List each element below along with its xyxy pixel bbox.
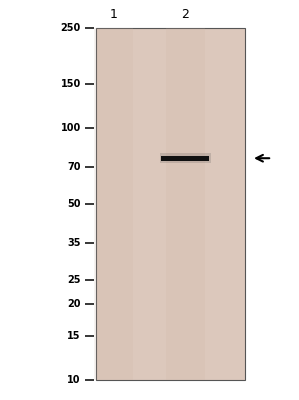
Bar [96, 28, 245, 380]
Text: 35: 35 [67, 238, 81, 248]
Text: 250: 250 [60, 23, 81, 33]
Text: 25: 25 [67, 275, 81, 285]
Text: 10: 10 [67, 375, 81, 385]
Text: 50: 50 [67, 199, 81, 209]
Text: 150: 150 [60, 79, 81, 89]
Text: 100: 100 [60, 123, 81, 133]
Bar [161, 156, 209, 161]
Bar [94, 28, 133, 380]
Bar [160, 153, 211, 163]
Text: 15: 15 [67, 331, 81, 341]
Text: 70: 70 [67, 162, 81, 172]
Text: 2: 2 [181, 8, 189, 20]
Text: 1: 1 [110, 8, 118, 20]
Bar [166, 28, 205, 380]
Text: 20: 20 [67, 299, 81, 309]
